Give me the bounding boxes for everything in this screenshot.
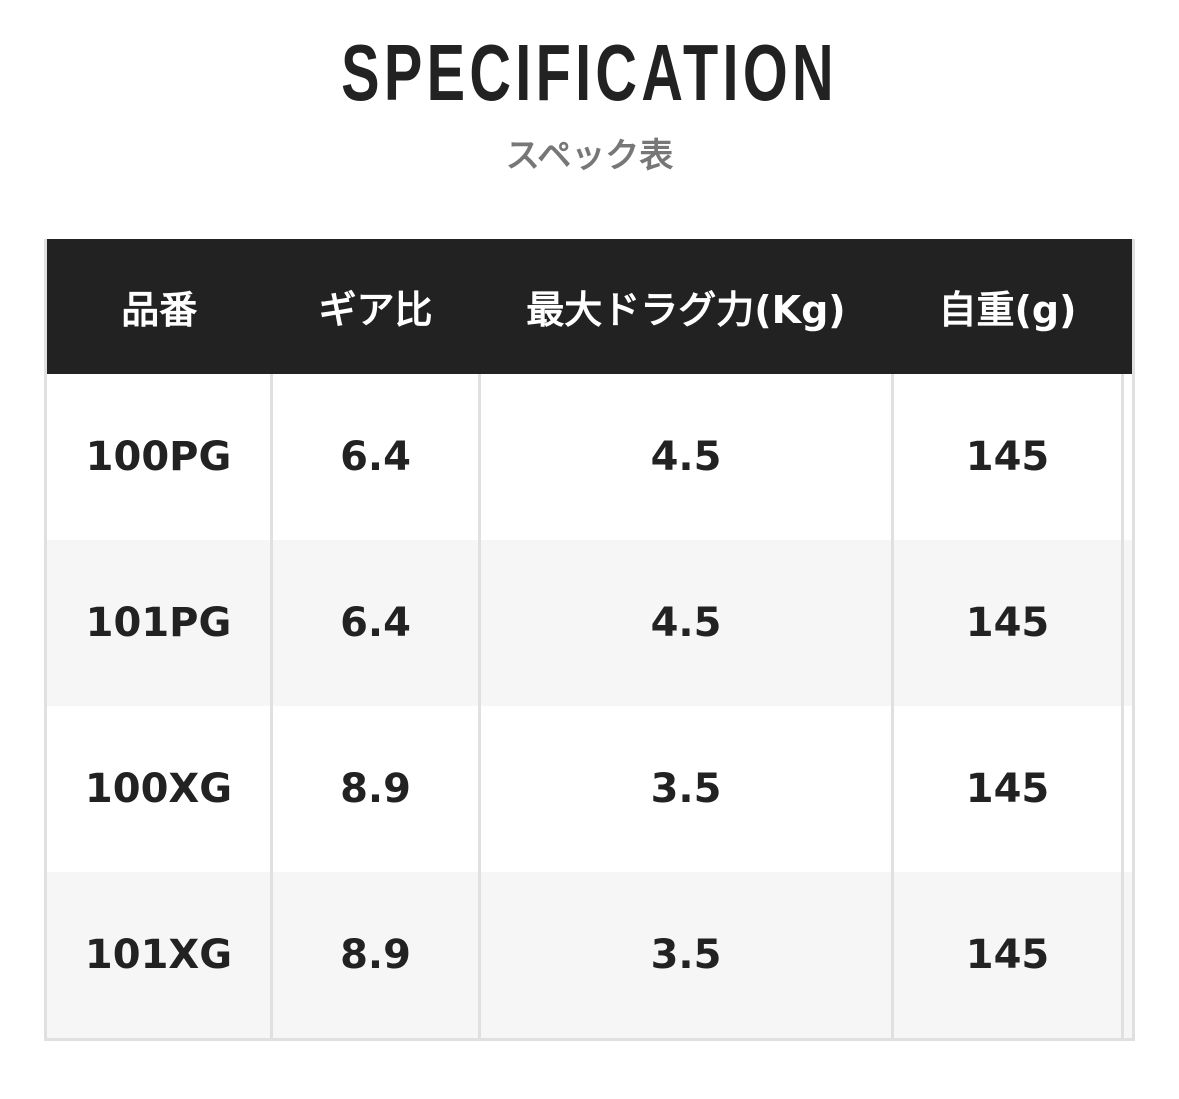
- page-title: SPECIFICATION: [341, 28, 838, 117]
- cell-gear-ratio: 8.9: [270, 706, 480, 872]
- page-subtitle: スペック表: [505, 136, 674, 176]
- cell-model: 100XG: [84, 766, 233, 812]
- cell-weight: 145: [891, 374, 1123, 540]
- cell-weight: 145: [891, 706, 1123, 872]
- cell-model: 101XG: [45, 872, 272, 1040]
- cell-gear-ratio: 6.4: [270, 374, 480, 540]
- cell-max-drag: 3.5: [478, 872, 893, 1040]
- cell-spacer: [1121, 706, 1134, 872]
- spec-table: 品番 ギア比 最大ドラグ力(Kg) 自重(g) 100PG 6.4 4.5 145 10…: [44, 239, 1135, 1041]
- cell-gear-ratio: 8.9: [270, 872, 480, 1040]
- table-row: 101PG 6.4 4.5 145: [45, 540, 1134, 706]
- header-gear-ratio: ギア比: [271, 239, 480, 374]
- table-row: 101XG 8.9 3.5 145: [45, 872, 1134, 1040]
- cell-model: 101PG: [45, 540, 272, 706]
- header-spacer: [1122, 239, 1134, 374]
- cell-spacer: [1121, 872, 1134, 1040]
- table-row: 100XG 8.9 3.5 145: [46, 706, 1134, 872]
- header-weight: 自重(g): [892, 239, 1123, 374]
- cell-max-drag: 4.5: [478, 374, 893, 540]
- header-max-drag: 最大ドラグ力(Kg): [479, 239, 893, 374]
- cell-model: 100PG: [85, 434, 232, 480]
- cell-max-drag: 3.5: [478, 706, 893, 872]
- table-row: 100PG 6.4 4.5 145: [46, 374, 1134, 540]
- cell-gear-ratio: 6.4: [270, 540, 480, 706]
- cell-spacer: [1121, 374, 1134, 540]
- table-header-row: 品番 ギア比 最大ドラグ力(Kg) 自重(g): [45, 239, 1134, 374]
- header-model: 品番: [45, 239, 272, 374]
- cell-max-drag: 4.5: [478, 540, 893, 706]
- cell-weight: 145: [891, 872, 1123, 1040]
- cell-weight: 145: [891, 540, 1123, 706]
- cell-spacer: [1121, 540, 1134, 706]
